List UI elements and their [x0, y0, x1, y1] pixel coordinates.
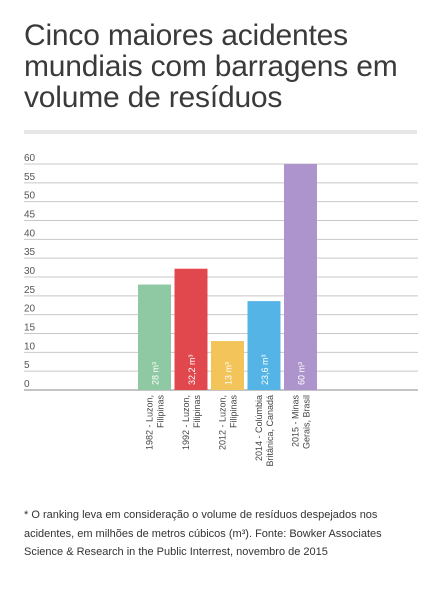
- y-tick-label: 35: [24, 247, 36, 258]
- x-category-label: Gerais, Brasil: [302, 395, 312, 449]
- y-tick-label: 50: [24, 191, 36, 202]
- footnote: * O ranking leva em consideração o volum…: [24, 509, 382, 558]
- bar-value-label: 23,6 m³: [260, 354, 270, 385]
- title-divider: [24, 130, 417, 134]
- y-tick-label: 45: [24, 210, 36, 221]
- x-category-label: 1992 - Luzon,: [181, 395, 191, 450]
- y-tick-label: 15: [24, 323, 36, 334]
- bar: [247, 301, 281, 390]
- x-category-label: Filipinas: [229, 395, 239, 429]
- bar-value-label: 13 m³: [224, 362, 234, 385]
- bar: [174, 268, 208, 390]
- x-category-label: 2014 - Colúmbia: [254, 395, 264, 461]
- x-category-label: Filipinas: [156, 395, 166, 429]
- bar-value-label: 28 m³: [151, 362, 161, 385]
- x-category-label: 2012 - Luzon,: [218, 395, 228, 450]
- y-tick-label: 55: [24, 172, 36, 183]
- bar: [284, 164, 317, 390]
- x-category-label: Britânica, Canadá: [265, 395, 275, 467]
- chart-title: Cinco maiores acidentes mundiais com bar…: [24, 19, 398, 114]
- y-tick-label: 25: [24, 285, 36, 296]
- y-tick-label: 40: [24, 228, 36, 239]
- y-tick-label: 5: [24, 360, 30, 371]
- bar: [211, 341, 244, 390]
- x-category-label: Filipinas: [192, 395, 202, 429]
- y-tick-label: 60: [24, 153, 36, 164]
- bar-chart: 0 5 10 15 20 25 30 35 40 45 50 55 60 28 m³ 1982 - Luzo…: [24, 153, 418, 467]
- bar: [138, 284, 171, 390]
- y-tick-label: 20: [24, 304, 36, 315]
- x-category-label: 1982 - Luzon,: [145, 395, 155, 450]
- x-category-label: 2015 - Minas: [291, 395, 301, 448]
- y-tick-label: 0: [24, 379, 30, 390]
- bar-value-label: 32,2 m³: [187, 354, 197, 385]
- y-tick-label: 30: [24, 266, 36, 277]
- y-tick-label: 10: [24, 341, 36, 352]
- bar-value-label: 60 m³: [297, 362, 307, 385]
